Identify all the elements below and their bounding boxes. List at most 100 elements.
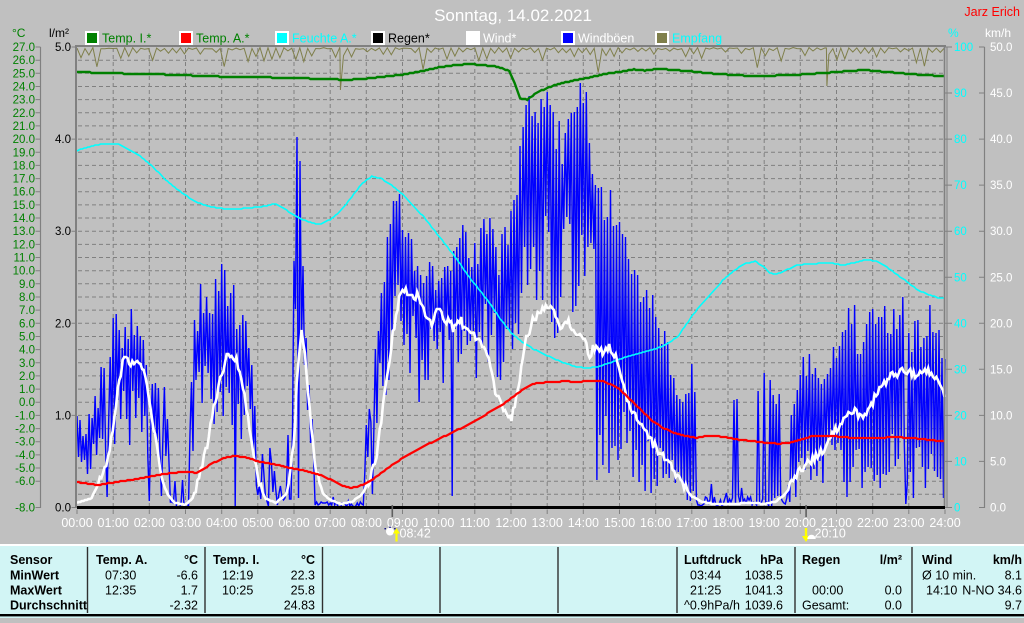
svg-text:1.0: 1.0 [55,410,71,422]
svg-text:12.0: 12.0 [13,239,35,251]
svg-text:02:00: 02:00 [134,516,165,530]
svg-text:21:00: 21:00 [821,516,852,530]
svg-text:5.0: 5.0 [19,331,35,343]
svg-text:-5.0: -5.0 [15,463,35,475]
svg-text:-2.0: -2.0 [15,424,35,436]
svg-text:Temp. A.: Temp. A. [96,553,147,567]
svg-text:03:00: 03:00 [170,516,201,530]
svg-text:21:25: 21:25 [690,584,721,598]
svg-text:80: 80 [954,134,967,146]
svg-text:15.0: 15.0 [990,364,1012,376]
svg-text:Luftdruck: Luftdruck [684,553,742,567]
svg-text:01:00: 01:00 [98,516,129,530]
svg-text:8.0: 8.0 [19,292,35,304]
svg-text:19.0: 19.0 [13,147,35,159]
svg-text:22:00: 22:00 [857,516,888,530]
svg-text:12:00: 12:00 [495,516,526,530]
svg-text:40.0: 40.0 [990,134,1012,146]
svg-text:1039.6: 1039.6 [745,599,783,613]
svg-text:Regen*: Regen* [388,32,430,46]
svg-text:Durchschnitt: Durchschnitt [10,599,88,613]
svg-text:Temp. I.*: Temp. I.* [102,32,151,46]
svg-text:17:00: 17:00 [676,516,707,530]
svg-text:-6.0: -6.0 [15,476,35,488]
svg-text:4.0: 4.0 [19,345,35,357]
svg-text:20.0: 20.0 [13,134,35,146]
svg-text:25.8: 25.8 [291,584,315,598]
svg-text:45.0: 45.0 [990,88,1012,100]
svg-text:16.0: 16.0 [13,187,35,199]
svg-text:30: 30 [954,364,967,376]
svg-text:03:44: 03:44 [690,569,721,583]
svg-text:25.0: 25.0 [990,272,1012,284]
svg-text:1041.3: 1041.3 [745,584,783,598]
svg-text:Temp. I.: Temp. I. [213,553,259,567]
svg-text:l/m²: l/m² [49,26,69,40]
svg-text:6.0: 6.0 [19,318,35,330]
svg-text:70: 70 [954,180,967,192]
svg-text:35.0: 35.0 [990,180,1012,192]
svg-text:N-NO 34.6: N-NO 34.6 [962,584,1022,598]
svg-text:23.0: 23.0 [13,95,35,107]
svg-text:km/h: km/h [985,26,1011,40]
svg-text:00:00: 00:00 [61,516,92,530]
svg-text:10.0: 10.0 [13,266,35,278]
svg-text:12:35: 12:35 [105,584,136,598]
svg-text:9.0: 9.0 [19,279,35,291]
svg-text:15:00: 15:00 [604,516,635,530]
svg-text:05:00: 05:00 [242,516,273,530]
svg-text:°C: °C [301,553,315,567]
svg-text:40: 40 [954,318,967,330]
svg-text:MaxWert: MaxWert [10,584,63,598]
svg-text:Empfang: Empfang [672,32,722,46]
svg-text:26.0: 26.0 [13,55,35,67]
svg-text:20:00: 20:00 [785,516,816,530]
svg-text:7.0: 7.0 [19,305,35,317]
svg-text:16:00: 16:00 [640,516,671,530]
svg-text:-3.0: -3.0 [15,437,35,449]
svg-text:14.0: 14.0 [13,213,35,225]
svg-text:22.3: 22.3 [291,569,315,583]
svg-text:%: % [948,26,959,40]
svg-text:17.0: 17.0 [13,174,35,186]
svg-text:Temp. A.*: Temp. A.* [196,32,250,46]
svg-text:24.83: 24.83 [284,599,315,613]
svg-text:24.0: 24.0 [13,81,35,93]
svg-text:20.0: 20.0 [990,318,1012,330]
svg-text:Regen: Regen [802,553,840,567]
svg-text:08:00: 08:00 [351,516,382,530]
svg-text:08:42: 08:42 [400,527,431,541]
svg-text:0.0: 0.0 [55,503,71,515]
svg-text:3.0: 3.0 [19,358,35,370]
svg-text:10: 10 [954,456,967,468]
svg-text:Sensor: Sensor [10,553,53,567]
svg-text:-8.0: -8.0 [15,502,35,514]
svg-text:10.0: 10.0 [990,410,1012,422]
svg-text:2.0: 2.0 [55,318,71,330]
svg-text:1.0: 1.0 [19,384,35,396]
svg-text:0.0: 0.0 [885,599,902,613]
svg-text:2.0: 2.0 [19,371,35,383]
svg-text:0.0: 0.0 [990,503,1006,515]
svg-text:°C: °C [12,26,26,40]
svg-text:-1.0: -1.0 [15,410,35,422]
svg-text:50.0: 50.0 [990,42,1012,54]
svg-text:Ø 10 min.: Ø 10 min. [922,569,976,583]
svg-text:0.0: 0.0 [885,584,902,598]
svg-text:11.0: 11.0 [13,253,35,265]
svg-text:20:10: 20:10 [815,527,846,541]
svg-text:Wind*: Wind* [483,32,516,46]
svg-text:14:00: 14:00 [568,516,599,530]
svg-text:22.0: 22.0 [13,108,35,120]
svg-text:100: 100 [954,42,973,54]
svg-text:13.0: 13.0 [13,226,35,238]
svg-text:06:00: 06:00 [278,516,309,530]
svg-text:-4.0: -4.0 [15,450,35,462]
svg-text:5.0: 5.0 [55,42,71,54]
svg-text:07:00: 07:00 [315,516,346,530]
svg-text:00:00: 00:00 [812,584,843,598]
svg-text:km/h: km/h [993,553,1022,567]
svg-text:1.7: 1.7 [181,584,198,598]
svg-text:l/m²: l/m² [880,553,902,567]
svg-text:°C: °C [184,553,198,567]
